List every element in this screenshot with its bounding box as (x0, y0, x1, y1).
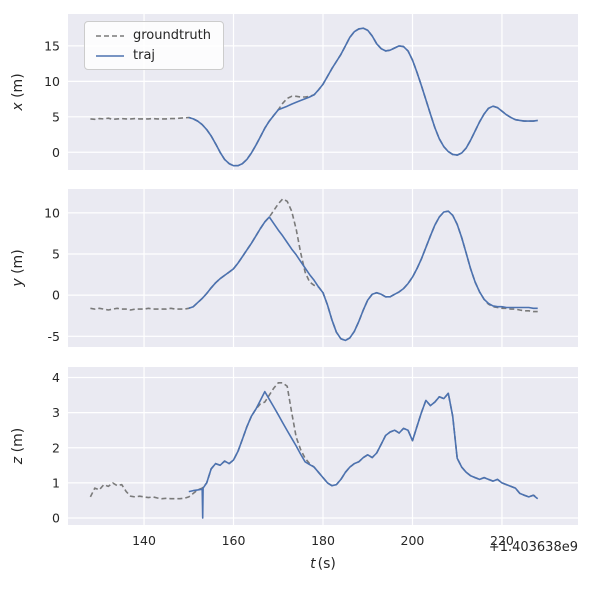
x-axis-label-unit: (s) (317, 556, 336, 572)
legend-label-traj: traj (133, 48, 156, 63)
y-tick-label: 3 (52, 405, 60, 420)
x-tick-label: 140 (132, 533, 156, 548)
traj-line (188, 210, 538, 342)
y-tick-label: 15 (44, 38, 60, 53)
y-tick-label: 5 (52, 109, 60, 124)
y-tick-label: -5 (48, 329, 60, 344)
traj-line (188, 390, 539, 519)
y-axis-label-z: z (m) (10, 428, 26, 465)
x-axis-label: t (s) (68, 556, 578, 572)
groundtruth-line (90, 198, 538, 342)
subplot-z: 0 1 2 3 4 z (m) 140 160 180 200 220 (10, 367, 578, 548)
legend-item-traj: traj (95, 49, 211, 62)
x-axis-label-variable: t (310, 556, 316, 572)
y-axis-label-x: x (m) (10, 73, 26, 111)
x-tick-label: 220 (490, 533, 514, 548)
traj-line-swatch (96, 54, 124, 57)
subplot-y: -5 0 5 10 y (m) (10, 189, 578, 347)
traj-line (188, 27, 538, 167)
x-tick-label: 200 (401, 533, 425, 548)
legend-item-groundtruth: groundtruth (95, 29, 211, 42)
y-tick-label: 5 (52, 247, 60, 262)
y-axis-label-y: y (m) (10, 249, 26, 287)
axis-offset-label: +1.403638e9 (488, 540, 578, 555)
y-tick-label: 4 (52, 370, 60, 385)
y-tick-label: 2 (52, 440, 60, 455)
y-tick-label: 10 (44, 205, 60, 220)
y-tick-label: 0 (52, 145, 60, 160)
legend: groundtruth traj (84, 21, 225, 70)
groundtruth-line-swatch (96, 34, 124, 37)
y-tick-label: 10 (44, 74, 60, 89)
x-tick-label: 180 (311, 533, 335, 548)
x-tick-label: 160 (222, 533, 246, 548)
y-tick-label: 0 (52, 288, 60, 303)
gridlines (68, 189, 578, 347)
gridlines (68, 367, 578, 525)
y-tick-label: 0 (52, 510, 60, 525)
y-tick-label: 1 (52, 475, 60, 490)
legend-label-groundtruth: groundtruth (133, 28, 212, 43)
